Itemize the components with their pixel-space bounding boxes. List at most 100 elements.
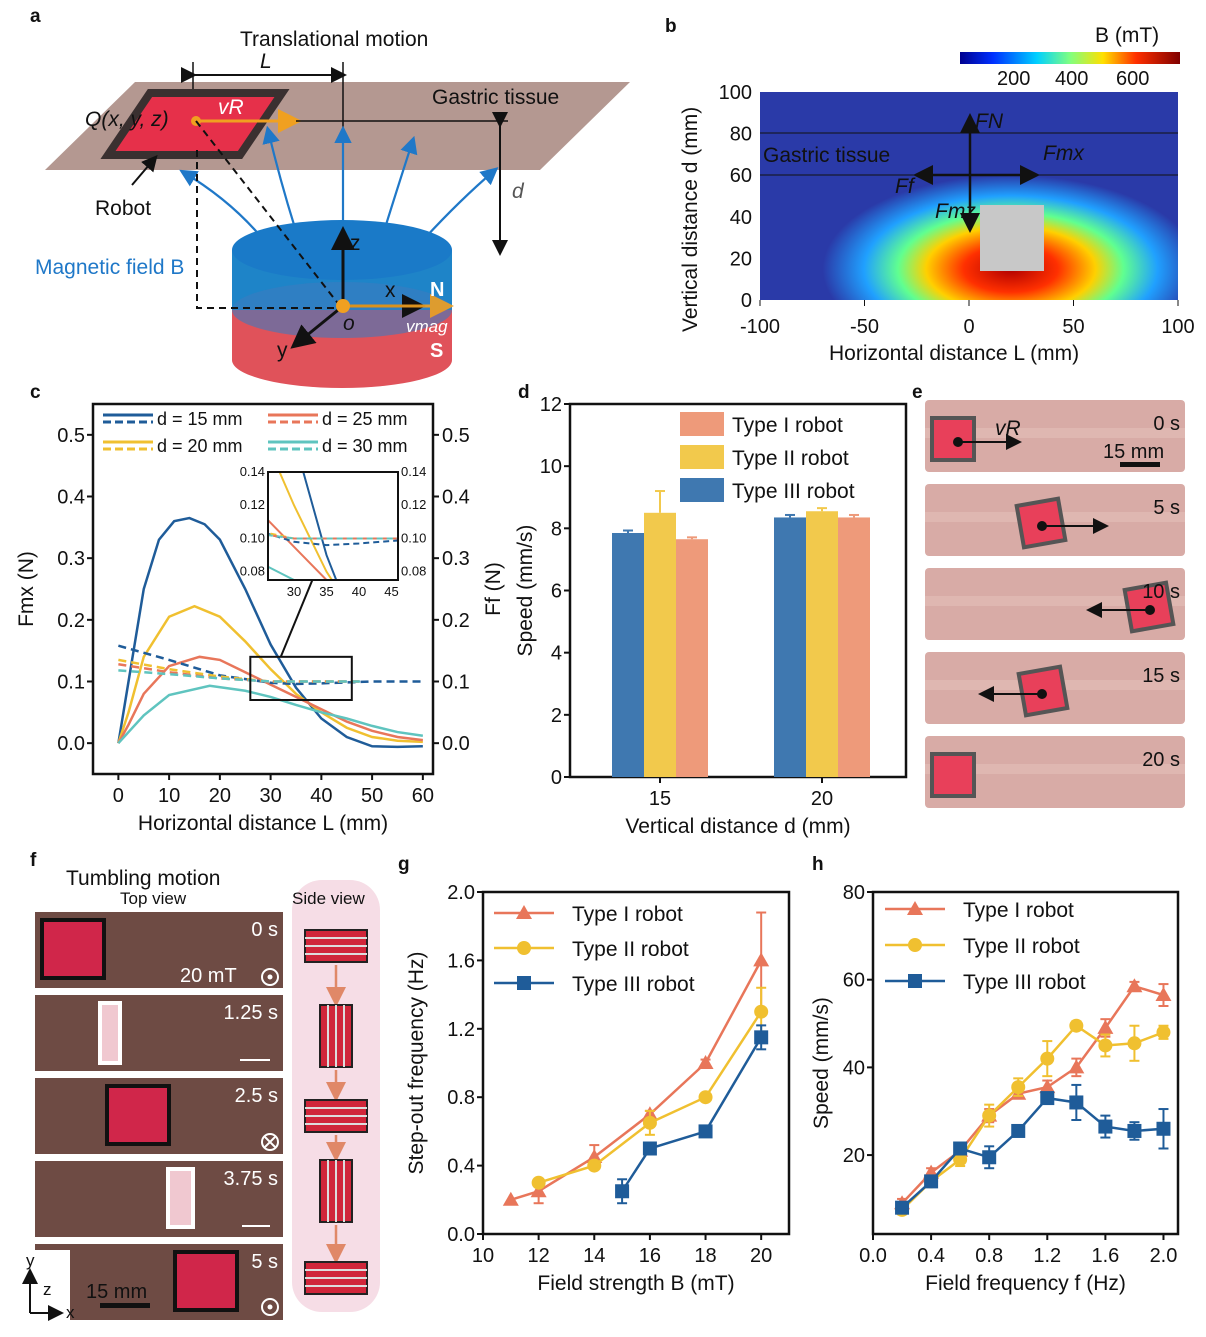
x-tick-label: 0.0	[859, 1245, 887, 1267]
legend-label: d = 25 mm	[322, 409, 408, 429]
x-axis-label: Field frequency f (Hz)	[925, 1272, 1126, 1295]
translational-motion-title: Translational motion	[240, 28, 428, 51]
legend-label: d = 20 mm	[157, 436, 243, 456]
data-point-triangle	[502, 1191, 519, 1206]
south-label: S	[430, 340, 443, 362]
data-point-square	[517, 976, 531, 990]
vR-label: vR	[218, 96, 244, 119]
inset-y-tick-label: 0.08	[240, 564, 265, 579]
data-point-square	[615, 1184, 630, 1199]
gastric-tissue-label: Gastric tissue	[763, 144, 890, 167]
panel-f-tumbling-sequence: Tumbling motion Top view Side view 0 s 1.…	[20, 867, 380, 1322]
inset-series-line	[268, 518, 328, 580]
data-point-triangle	[1039, 1079, 1056, 1094]
magnet-cross-section	[980, 205, 1044, 271]
chart-c: 0 10 20 30 40 50 60 0.0 0.1 0.2 0.3 0.4 0.5 Horizonta…	[15, 402, 505, 835]
origin-point	[336, 299, 350, 313]
panel-e-photo-sequence: 0 s 5 s 10 s 15 s 20 s vR 15 mm	[925, 400, 1185, 808]
data-point-square	[698, 1124, 713, 1139]
y-tick-label: 6	[551, 581, 562, 603]
x-axis-label: Field strength B (mT)	[537, 1272, 734, 1295]
b-y-tick-label: 0	[741, 290, 752, 312]
y-axis-label: Speed (mm/s)	[514, 525, 537, 657]
b-x-tick-label: -100	[740, 316, 780, 338]
x-tick-label: 16	[639, 1245, 661, 1267]
colorbar-title: B (mT)	[1095, 24, 1159, 47]
data-point-triangle	[907, 901, 923, 915]
x-tick-label: 50	[361, 785, 383, 807]
timestamp: 15 s	[1142, 665, 1180, 687]
robot	[105, 1084, 171, 1146]
inset-y2-tick-label: 0.08	[401, 564, 426, 579]
position-dashed-line	[195, 120, 341, 307]
data-point-circle	[698, 1090, 713, 1105]
x-tick-label: 0.8	[975, 1245, 1003, 1267]
y-axis-label: Step-out frequency (Hz)	[405, 952, 428, 1175]
x-axis-label: Vertical distance d (mm)	[625, 815, 850, 838]
tissue-texture	[925, 428, 1185, 438]
y-axis-label: y	[26, 1251, 35, 1270]
timestamp: 5 s	[1153, 497, 1180, 519]
gastric-tissue-label: Gastric tissue	[432, 86, 559, 109]
x-tick-label: 30	[259, 785, 281, 807]
scale-bar-label: 15 mm	[1103, 441, 1164, 463]
colorbar-tick: 600	[1116, 68, 1149, 90]
series-line-solid	[117, 516, 423, 749]
timestamp: 5 s	[251, 1251, 278, 1273]
y-tick-label: 10	[540, 456, 562, 478]
timestamp: 1.25 s	[224, 1002, 278, 1024]
legend-label: d = 30 mm	[322, 436, 408, 456]
data-point-square	[1127, 1123, 1142, 1138]
y-tick-label: 12	[540, 394, 562, 416]
data-point-square	[953, 1141, 968, 1156]
timestamp: 2.5 s	[235, 1085, 278, 1107]
legend-label: Type I robot	[572, 903, 683, 926]
robot	[166, 1167, 195, 1229]
data-point-circle	[1127, 1036, 1142, 1051]
y-tick-label: 2.0	[447, 882, 475, 904]
bar	[838, 517, 870, 777]
x-axis-label: x	[66, 1303, 75, 1322]
y-tick-label: 8	[551, 518, 562, 540]
chart-d: 0 2 4 6 8 10 12 Vertical distance d (mm) Speed (…	[514, 394, 908, 838]
panel-label-d: d	[518, 382, 530, 403]
y-tick-label: 0.0	[57, 733, 85, 755]
colorbar-tick: 400	[1055, 68, 1088, 90]
scale-bar	[100, 1303, 150, 1308]
scale-bar	[1120, 462, 1160, 467]
data-point-triangle	[1126, 978, 1143, 993]
z-label: z	[350, 232, 361, 255]
y2-tick-label: 0.1	[442, 672, 470, 694]
y-tick-label: 0.8	[447, 1087, 475, 1109]
inset-y2-tick-label: 0.10	[401, 530, 426, 545]
b-ticks: -100 -50 0 50 100 0 20 40 60 80 100	[719, 82, 1195, 338]
field-dot	[267, 1304, 273, 1310]
y-tick-label: 80	[843, 882, 865, 904]
y-tick-label: 0	[551, 767, 562, 789]
projection-dashed-line	[196, 150, 340, 309]
series-line	[510, 959, 763, 1201]
legend-label: Type II robot	[572, 938, 689, 961]
bar	[612, 532, 644, 777]
tissue-texture	[925, 596, 1185, 606]
panel-label-f: f	[30, 850, 37, 871]
bar	[806, 511, 838, 777]
legend-swatch	[680, 478, 724, 502]
y-axis-label: Speed (mm/s)	[810, 997, 833, 1129]
field-strength-label: 20 mT	[180, 965, 237, 987]
b-y-tick-label: 60	[730, 165, 752, 187]
inset-series-line	[268, 534, 398, 540]
data-point-triangle	[1097, 1019, 1114, 1034]
inset-background	[268, 472, 398, 580]
legend-label: Type II robot	[963, 935, 1080, 958]
legend-label: Type III robot	[963, 971, 1086, 994]
x-tick-label: 20	[750, 1245, 772, 1267]
Fmx-label: Fmx	[1043, 142, 1085, 165]
x-tick-label: 2.0	[1150, 1245, 1178, 1267]
plot-frame	[871, 890, 1180, 1236]
photo-frame	[35, 995, 283, 1071]
x-label: x	[385, 279, 396, 302]
data-point-square	[1011, 1123, 1026, 1138]
x-tick-label: 10	[472, 1245, 494, 1267]
top-view-label: Top view	[120, 889, 187, 908]
